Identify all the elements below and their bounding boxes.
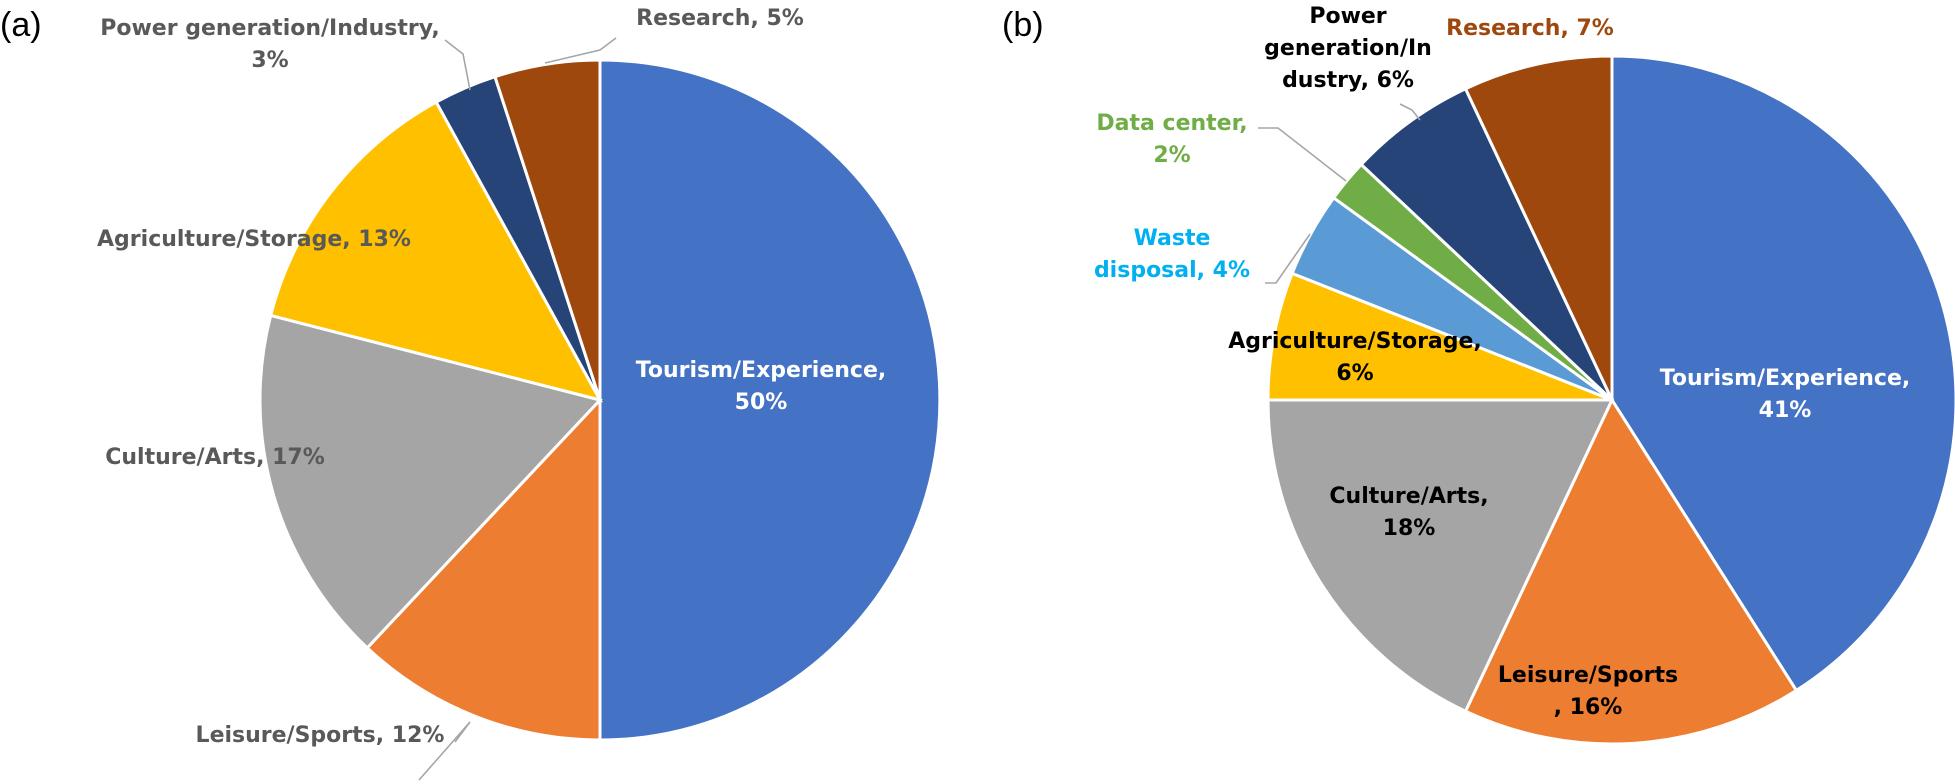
pie-a-slice-label-5-line-0: Research, 5% xyxy=(636,6,804,31)
pie-a-slice-3 xyxy=(268,100,603,403)
pie-a-slice-5 xyxy=(493,58,602,401)
pie-b-slice-label-6-line-0: Power xyxy=(1309,4,1386,29)
pie-a-slice-label-5: Research, 5% xyxy=(636,6,804,31)
pie-a-leader-line-4 xyxy=(444,39,471,91)
pie-b-slice-label-4-line-0: Waste xyxy=(1134,226,1211,251)
pie-b-slice-label-2: Culture/Arts, 18% xyxy=(1329,484,1488,541)
pie-a-slice-label-1-line-0: Leisure/Sports, 12% xyxy=(196,723,445,748)
panel-label-b: (b) xyxy=(1002,6,1044,44)
pie-a-slice-label-1: Leisure/Sports, 12% xyxy=(196,723,445,748)
pie-b-slice-label-4-line-1: disposal, 4% xyxy=(1094,258,1250,283)
pie-b-slice-3 xyxy=(1266,271,1613,402)
pie-a-leader-line-1 xyxy=(418,721,471,781)
pie-a-slice-label-0-line-0: Tourism/Experience, xyxy=(636,358,887,383)
pie-b-slice-label-4: Waste disposal, 4% xyxy=(1094,226,1250,283)
pie-b-slice-label-6-line-1: generation/In xyxy=(1264,36,1432,61)
pie-b-slice-2 xyxy=(1266,398,1615,714)
pie-b-leader-line-6 xyxy=(1399,103,1421,121)
pie-b-slice-label-1: Leisure/Sports , 16% xyxy=(1498,663,1678,720)
pie-a-slice-1 xyxy=(365,396,602,742)
pie-a-slice-label-4-line-1: 3% xyxy=(251,48,288,73)
pie-b-slice-label-7-line-0: Research, 7% xyxy=(1446,16,1614,41)
pie-b-slice-label-5-line-0: Data center, xyxy=(1096,111,1247,136)
pie-a-slice-label-4-line-0: Power generation/Industry, xyxy=(100,16,440,41)
pie-b-slice-7 xyxy=(1463,54,1614,401)
pie-b-leader-line-4 xyxy=(1265,233,1311,284)
pie-b-slice-0 xyxy=(1610,54,1955,693)
pie-a-leader-line-5 xyxy=(544,37,617,64)
pie-b-slice-1 xyxy=(1463,396,1799,746)
pie-b-slice-label-2-line-0: Culture/Arts, xyxy=(1329,484,1488,509)
pie-a-slice-label-2-line-0: Culture/Arts, 17% xyxy=(105,445,325,470)
pie-a-slice-2 xyxy=(258,313,603,650)
pie-b-slice-label-1-line-0: Leisure/Sports xyxy=(1498,663,1678,688)
pie-chart-b: Tourism/Experience, 41% Leisure/Sports , 16… xyxy=(1094,4,1955,746)
pie-b-leader-line-5 xyxy=(1258,127,1347,182)
pie-b-slice-label-0-line-1: 41% xyxy=(1759,398,1812,423)
pie-chart-a: Tourism/Experience, 50% Leisure/Sports, 12… xyxy=(97,6,942,781)
pie-a-slice-label-2: Culture/Arts, 17% xyxy=(105,445,325,470)
pie-b-slice-label-1-line-1: , 16% xyxy=(1554,695,1623,720)
pie-b-slice-label-0-line-0: Tourism/Experience, xyxy=(1660,366,1911,391)
pie-b-slice-label-6-line-2: dustry, 6% xyxy=(1282,68,1414,93)
pie-a-slice-label-3-line-0: Agriculture/Storage, 13% xyxy=(97,227,411,252)
pie-b-slice-label-3-line-1: 6% xyxy=(1336,361,1373,386)
pie-a-slice-label-4: Power generation/Industry, 3% xyxy=(100,16,440,73)
pie-a-slice-label-0-line-1: 50% xyxy=(735,390,788,415)
pie-a-slice-label-3: Agriculture/Storage, 13% xyxy=(97,227,411,252)
pie-b-slice-label-3: Agriculture/Storage, 6% xyxy=(1228,329,1482,386)
pie-a-slice-0 xyxy=(598,58,942,742)
pie-b-slice-label-5: Data center, 2% xyxy=(1096,111,1247,168)
pie-a-slice-label-0: Tourism/Experience, 50% xyxy=(636,358,887,415)
pie-b-slice-label-2-line-1: 18% xyxy=(1383,516,1436,541)
pie-b-slice-label-0: Tourism/Experience, 41% xyxy=(1660,366,1911,423)
pie-b-slice-6 xyxy=(1359,86,1614,402)
pie-b-slice-label-7: Research, 7% xyxy=(1446,16,1614,41)
pie-b-slice-label-6: Power generation/In dustry, 6% xyxy=(1264,4,1432,93)
pie-b-slice-label-3-line-0: Agriculture/Storage, xyxy=(1228,329,1482,354)
panel-label-a: (a) xyxy=(0,6,42,44)
pie-b-slice-label-5-line-1: 2% xyxy=(1153,143,1190,168)
